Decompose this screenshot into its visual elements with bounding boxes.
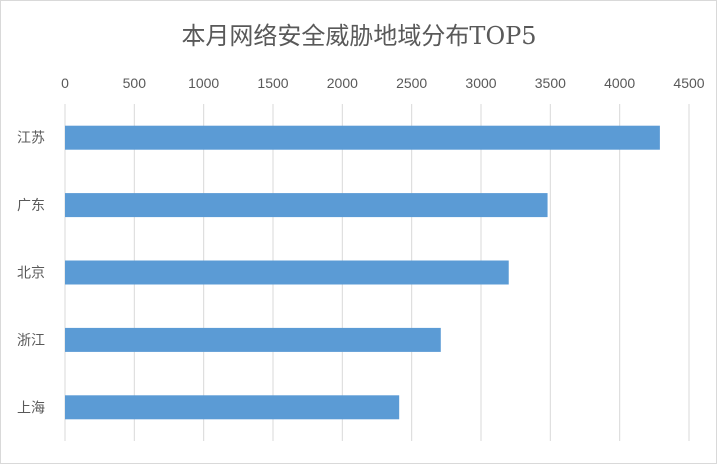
x-tick-label: 2000 — [327, 75, 358, 91]
x-axis-ticks: 0 500 1000 1500 2000 2500 3000 3500 4000 4500 — [61, 75, 705, 91]
category-label: 江苏 — [17, 131, 45, 147]
bars — [65, 125, 660, 420]
chart-title: 本月网络安全威胁地域分布TOP5 — [181, 22, 536, 50]
bar — [65, 395, 400, 420]
x-tick-label: 500 — [123, 75, 147, 91]
category-label: 北京 — [17, 266, 45, 282]
category-label: 广东 — [17, 198, 45, 214]
x-tick-label: 1500 — [257, 75, 288, 91]
category-label: 上海 — [17, 400, 45, 416]
x-tick-label: 4500 — [673, 75, 704, 91]
bar — [65, 125, 660, 150]
x-tick-label: 3000 — [465, 75, 496, 91]
bar — [65, 260, 509, 285]
x-tick-label: 0 — [61, 75, 69, 91]
x-tick-label: 4000 — [604, 75, 635, 91]
x-tick-label: 3500 — [535, 75, 566, 91]
bar — [65, 327, 441, 352]
bar — [65, 193, 548, 218]
x-tick-label: 1000 — [188, 75, 219, 91]
category-label: 浙江 — [17, 333, 45, 349]
x-tick-label: 2500 — [396, 75, 427, 91]
